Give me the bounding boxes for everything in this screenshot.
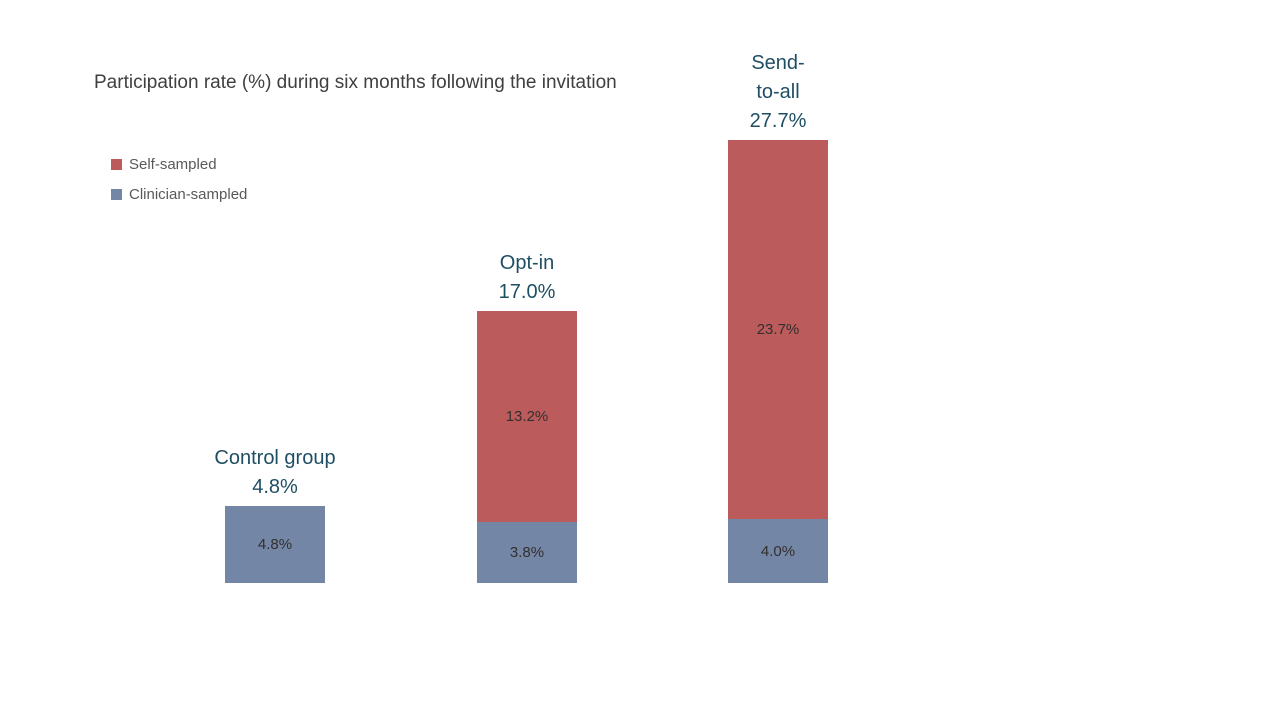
category-label-line: 27.7% — [749, 109, 807, 132]
segment-value-label: 4.0% — [760, 542, 796, 560]
segment-value-label: 4.8% — [257, 536, 293, 554]
category-label-line: Send- — [751, 51, 805, 74]
bar-segment-self-sampled: 23.7% — [728, 139, 828, 519]
category-label-control-group: Control group 4.8% — [165, 444, 385, 502]
category-label-line: 17.0% — [498, 281, 556, 303]
legend-item: Clinician-sampled — [111, 182, 247, 206]
category-label-opt-in: Opt-in 17.0% — [417, 249, 637, 307]
legend-swatch-icon — [111, 158, 122, 170]
bar-segment-clinician-sampled: 4.8% — [225, 506, 325, 583]
category-label-line: Control group — [214, 447, 336, 470]
chart-title: Participation rate (%) during six months… — [94, 72, 617, 93]
legend: Self-sampled Clinician-sampled — [111, 152, 247, 212]
bar-segment-clinician-sampled: 3.8% — [477, 522, 577, 583]
category-label-line: Opt-in — [499, 252, 555, 274]
segment-value-label: 23.7% — [756, 320, 800, 338]
legend-label: Clinician-sampled — [129, 185, 248, 203]
category-label-send-to-all: Send-to-all 27.7% — [668, 49, 888, 136]
legend-label: Self-sampled — [129, 155, 217, 173]
bar-segment-clinician-sampled: 4.0% — [728, 519, 828, 583]
legend-item: Self-sampled — [111, 152, 247, 176]
segment-value-label: 13.2% — [505, 408, 549, 426]
category-label-line: 4.8% — [252, 476, 298, 499]
segment-value-label: 3.8% — [509, 544, 545, 562]
bar-segment-self-sampled: 13.2% — [477, 311, 577, 523]
category-label-line: to-all — [756, 80, 800, 103]
legend-swatch-icon — [111, 188, 122, 200]
